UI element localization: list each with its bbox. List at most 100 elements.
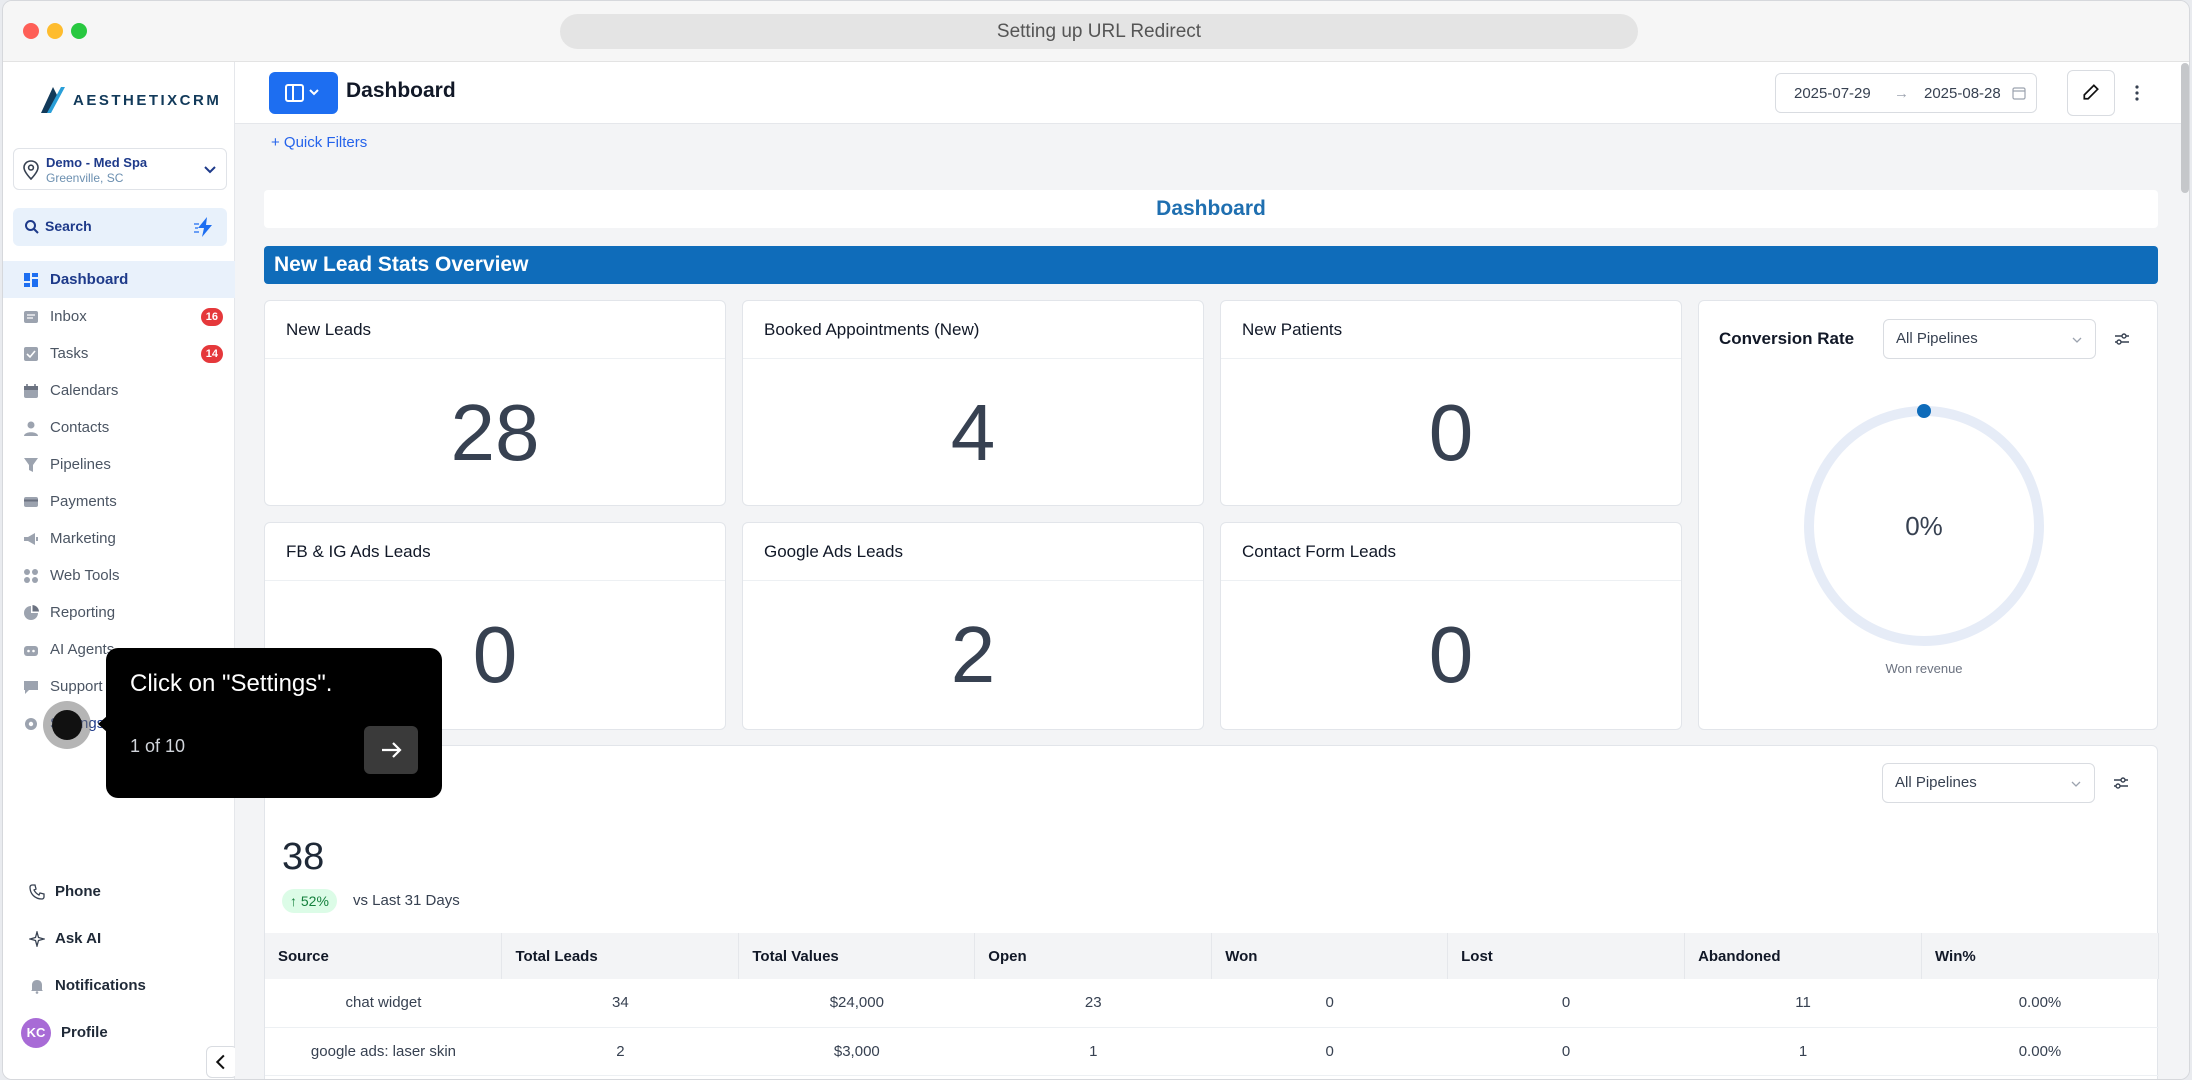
sidebar-item-support[interactable]: Support (3, 668, 235, 705)
more-options-button[interactable] (2129, 78, 2145, 108)
table-cell: 11 (1684, 979, 1922, 1028)
column-header[interactable]: Open (974, 933, 1213, 979)
page-scrollbar[interactable] (2181, 63, 2189, 193)
sidebar-item-pipelines[interactable]: Pipelines (3, 446, 235, 483)
sidebar-item-label: AI Agents (50, 641, 115, 658)
column-header[interactable]: Abandoned (1684, 933, 1922, 979)
pipeline-select-2[interactable]: All Pipelines (1882, 763, 2095, 803)
main-content: Dashboard 2025-07-29 → 2025-08-28 + Quic… (235, 62, 2189, 1079)
sparkle-icon (29, 930, 45, 947)
tour-next-button[interactable] (364, 726, 418, 774)
sidebar-item-inbox[interactable]: Inbox 16 (3, 298, 235, 335)
notifications-label: Notifications (55, 977, 146, 994)
sidebar-item-label: Web Tools (50, 567, 120, 584)
column-header[interactable]: Source (265, 933, 503, 979)
edit-dashboard-button[interactable] (2067, 70, 2115, 116)
phone-icon (29, 883, 45, 900)
minimize-window-button[interactable] (47, 23, 63, 39)
google-ads-leads-card[interactable]: Google Ads Leads 2 (742, 522, 1204, 730)
sidebar-item-label: Payments (50, 493, 117, 510)
sidebar-item-reporting[interactable]: Reporting (3, 594, 235, 631)
stat-label: New Leads (265, 301, 725, 359)
sidebar-item-contacts[interactable]: Contacts (3, 409, 235, 446)
map-pin-icon (23, 160, 39, 181)
location-switcher[interactable]: Demo - Med Spa Greenville, SC (13, 148, 227, 190)
stat-value: 2 (950, 610, 996, 699)
sidebar-item-dashboard[interactable]: Dashboard (3, 261, 235, 298)
table-cell: 1 (1684, 1027, 1922, 1076)
sidebar-item-payments[interactable]: Payments (3, 483, 235, 520)
stat-value: 0 (472, 610, 518, 699)
column-header[interactable]: Total Leads (501, 933, 740, 979)
web-tools-icon (24, 568, 38, 583)
close-window-button[interactable] (23, 23, 39, 39)
table-cell: $3,000 (738, 1027, 975, 1076)
more-vertical-icon (2135, 85, 2139, 101)
new-patients-card[interactable]: New Patients 0 (1220, 300, 1682, 506)
tasks-count-badge: 14 (200, 345, 223, 363)
pipeline-select[interactable]: All Pipelines (1883, 319, 2096, 359)
maximize-window-button[interactable] (71, 23, 87, 39)
avatar: KC (21, 1017, 51, 1048)
brand-logo[interactable]: AESTHETIXCRM (39, 82, 221, 118)
layout-switcher-button[interactable] (269, 72, 338, 114)
table-row[interactable]: chat widget 34 $24,000 23 0 0 11 0.00% (265, 979, 2159, 1028)
fb-ig-leads-card[interactable]: FB & IG Ads Leads 0 (264, 522, 726, 730)
sidebar-item-marketing[interactable]: Marketing (3, 520, 235, 557)
ask-ai-button[interactable]: Ask AI (3, 915, 235, 962)
search-button[interactable]: Search (13, 208, 227, 246)
support-icon (24, 680, 38, 694)
contact-form-leads-card[interactable]: Contact Form Leads 0 (1220, 522, 1682, 730)
sidebar-item-ai-agents[interactable]: AI Agents (3, 631, 235, 668)
stat-label: New Patients (1221, 301, 1681, 359)
tour-instruction: Click on "Settings". (130, 670, 333, 697)
layout-icon (285, 84, 319, 102)
table-cell: 34 (501, 979, 739, 1028)
sidebar-item-calendars[interactable]: Calendars (3, 372, 235, 409)
collapse-sidebar-button[interactable] (206, 1046, 238, 1078)
table-cell: 23 (974, 979, 1212, 1028)
sidebar-nav: Dashboard Inbox 16 Tasks 14 Calendars Co… (3, 261, 235, 742)
stat-label: Contact Form Leads (1221, 523, 1681, 581)
search-label: Search (45, 218, 92, 234)
conversion-gauge (1804, 404, 2044, 646)
column-header[interactable]: Total Values (738, 933, 976, 979)
sidebar-item-label: Pipelines (50, 456, 111, 473)
column-header[interactable]: Won (1211, 933, 1449, 979)
table-row[interactable]: google ads: laser skin 2 $3,000 1 0 0 1 … (265, 1027, 2159, 1076)
lightning-icon[interactable] (193, 216, 217, 238)
table-cell: 0.00% (1921, 1027, 2159, 1076)
table-cell: 1 (974, 1027, 1212, 1076)
table-cell: 0 (1211, 1027, 1448, 1076)
date-range-picker[interactable]: 2025-07-29 → 2025-08-28 (1775, 73, 2037, 113)
chevron-down-icon (2071, 781, 2081, 787)
table-cell: 0 (1447, 979, 1685, 1028)
phone-button[interactable]: Phone (3, 868, 235, 915)
pipeline-select-value: All Pipelines (1896, 330, 1978, 347)
quick-filters-button[interactable]: + Quick Filters (271, 134, 368, 151)
filter-settings-icon[interactable] (2113, 330, 2131, 348)
sidebar-item-label: Contacts (50, 419, 110, 436)
date-to: 2025-08-28 (1924, 85, 2001, 102)
window-title[interactable]: Setting up URL Redirect (560, 14, 1638, 49)
booked-appointments-card[interactable]: Booked Appointments (New) 4 (742, 300, 1204, 506)
filter-settings-icon[interactable] (2112, 774, 2130, 792)
table-cell: $24,000 (738, 979, 975, 1028)
sidebar-item-label: Dashboard (50, 271, 129, 288)
column-header[interactable]: Win% (1921, 933, 2159, 979)
tour-hotspot[interactable] (52, 710, 82, 740)
sidebar-item-label: Calendars (50, 382, 119, 399)
column-header[interactable]: Lost (1447, 933, 1686, 979)
pipelines-icon (24, 457, 38, 472)
calendar-icon (2012, 87, 2026, 100)
new-leads-card[interactable]: New Leads 28 (264, 300, 726, 506)
profile-button[interactable]: KC Profile (3, 1009, 235, 1056)
table-cell: google ads: laser skin (265, 1027, 502, 1076)
inbox-count-badge: 16 (200, 308, 223, 326)
reporting-icon (24, 604, 39, 620)
notifications-button[interactable]: Notifications (3, 962, 235, 1009)
sidebar-item-tasks[interactable]: Tasks 14 (3, 335, 235, 372)
sidebar-item-web-tools[interactable]: Web Tools (3, 557, 235, 594)
growth-badge: ↑ 52% (282, 889, 337, 913)
sidebar-item-label: Reporting (50, 604, 116, 621)
